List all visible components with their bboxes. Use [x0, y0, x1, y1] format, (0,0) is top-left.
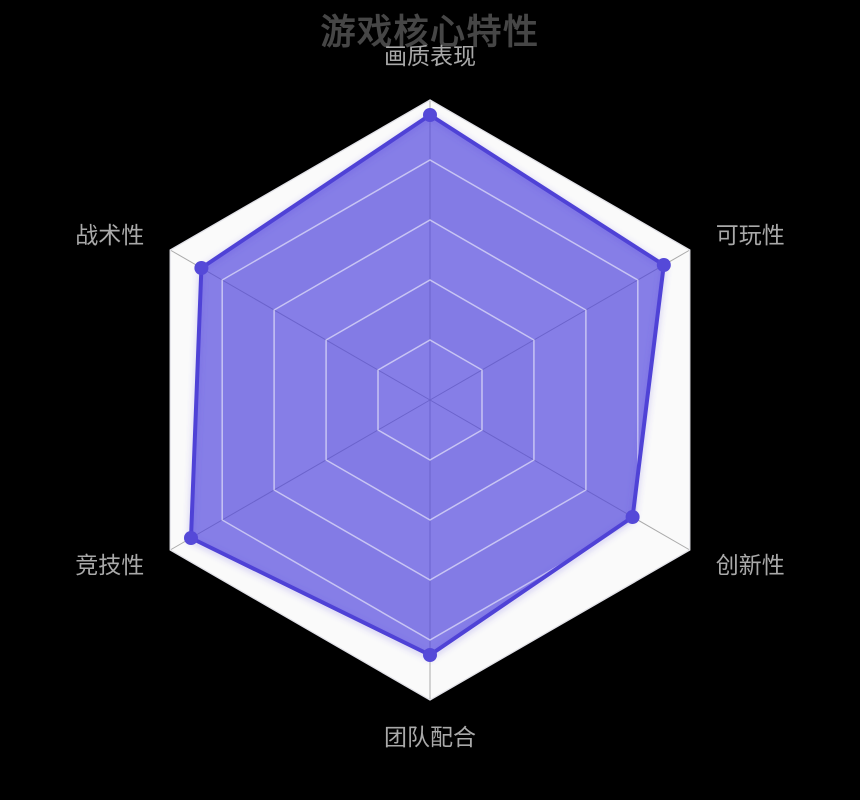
- axis-label: 可玩性: [716, 222, 785, 248]
- grid-ring-line: [221, 159, 639, 641]
- axis-label: 画质表现: [384, 43, 476, 69]
- grid-ring-line: [273, 219, 587, 581]
- grid-ring-line: [377, 339, 483, 461]
- chart-title: 游戏核心特性: [320, 13, 540, 52]
- radar-data-point: [423, 108, 437, 122]
- radar-data-point: [194, 261, 209, 275]
- radar-data-point: [625, 510, 640, 524]
- grid-outer-border: [169, 99, 691, 701]
- radar-series-area: [191, 115, 664, 655]
- axis-label: 团队配合: [384, 724, 476, 750]
- axis-label: 战术性: [75, 222, 144, 248]
- radar-data-point: [184, 531, 198, 545]
- axis-label: 创新性: [716, 552, 785, 578]
- radar-data-point: [656, 258, 671, 272]
- axis-label: 竞技性: [75, 552, 144, 578]
- radar-data-point: [423, 648, 437, 662]
- grid-ring-line: [325, 279, 535, 521]
